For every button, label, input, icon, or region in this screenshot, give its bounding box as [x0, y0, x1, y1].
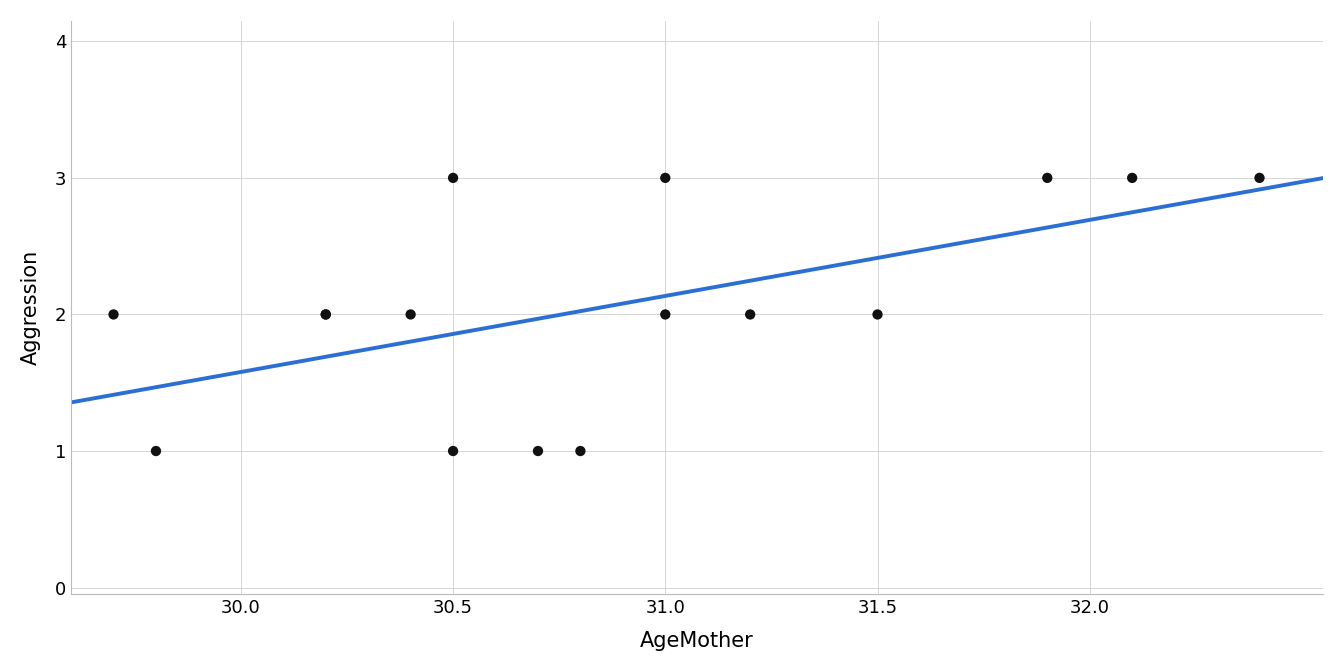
Point: [739, 309, 761, 320]
Y-axis label: Aggression: Aggression: [22, 250, 40, 366]
Point: [401, 309, 422, 320]
Point: [655, 309, 676, 320]
Point: [145, 446, 167, 456]
Point: [655, 173, 676, 183]
Point: [867, 309, 888, 320]
Point: [1121, 173, 1142, 183]
X-axis label: AgeMother: AgeMother: [640, 631, 754, 651]
Point: [314, 309, 336, 320]
Point: [1249, 173, 1270, 183]
Point: [527, 446, 548, 456]
Point: [102, 309, 124, 320]
Point: [1036, 173, 1058, 183]
Point: [314, 309, 336, 320]
Point: [570, 446, 591, 456]
Point: [442, 173, 464, 183]
Point: [442, 446, 464, 456]
